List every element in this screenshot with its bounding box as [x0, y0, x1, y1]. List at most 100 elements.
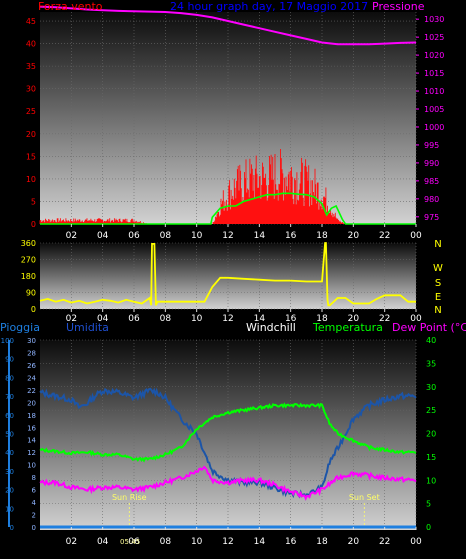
compass-label: N: [434, 305, 441, 316]
x-tick-label: 14: [254, 231, 266, 241]
humidity-tick-label: 20: [27, 399, 36, 407]
chart-title: 24 hour graph day, 17 Maggio 2017: [170, 0, 368, 13]
temperature-tick-label: 0: [426, 523, 431, 532]
temperature-tick-label: 15: [426, 453, 436, 462]
wind-tick-label: 30: [26, 85, 36, 94]
wind-tick-label: 35: [26, 62, 36, 71]
wind-direction-series: [39, 242, 416, 307]
x-tick-label: 20: [348, 314, 360, 324]
sun-marker-label: Sun Rise: [112, 493, 147, 502]
x-tick-label: 22: [379, 537, 390, 547]
humidity-tick-label: 24: [27, 374, 36, 382]
x-tick-label: 10: [191, 537, 203, 547]
x-tick-label: 08: [160, 231, 172, 241]
pressure-tick-label: 980: [424, 195, 439, 204]
pressure-axis-label: Pressione: [372, 0, 425, 13]
rain-tick-label: 40: [5, 449, 14, 457]
wind-tick-label: 40: [26, 40, 36, 49]
pressure-tick-label: 985: [424, 177, 439, 186]
rain-axis-label: Pioggia: [0, 321, 40, 334]
compass-label: W: [433, 263, 443, 274]
x-tick-label: 02: [66, 231, 77, 241]
x-tick-label: 08: [160, 537, 172, 547]
temperature-axis-ticks: 0 5 10 15 20 25 30 35 40: [426, 336, 436, 532]
x-tick-label: 20: [348, 231, 360, 241]
wind-tick-label: 5: [31, 197, 36, 206]
wind-tick-label: 20: [26, 130, 36, 139]
direction-tick-label: 270: [21, 256, 36, 265]
wind-direction-line: [39, 242, 416, 307]
wind-axis-label: Forza vento: [38, 0, 103, 13]
humidity-tick-label: 4: [32, 499, 37, 507]
x-tick-label: 10: [191, 231, 203, 241]
humidity-tick-label: 10: [27, 462, 36, 470]
direction-axis-ticks: 0 90 180 270 360: [21, 239, 36, 314]
humidity-tick-label: 6: [32, 487, 37, 495]
temperature-tick-label: 10: [426, 476, 436, 485]
x-tick-label: 16: [285, 314, 297, 324]
x-tick-label: 00: [410, 537, 422, 547]
direction-tick-label: 180: [21, 272, 36, 281]
rain-tick-label: 20: [5, 487, 14, 495]
sun-annotations: Sun Rise Sun Set: [112, 493, 380, 527]
rain-tick-label: 70: [5, 393, 14, 401]
pressure-tick-label: 995: [424, 141, 439, 150]
x-tick-label: 04: [97, 231, 109, 241]
pressure-tick-label: 990: [424, 159, 439, 168]
x-tick-label: 06: [128, 314, 140, 324]
x-tick-label: 18: [316, 537, 328, 547]
x-tick-label: 22: [379, 231, 390, 241]
humidity-tick-label: 2: [32, 512, 36, 520]
x-tick-label: 02: [66, 314, 77, 324]
x-tick-label: 02: [66, 537, 77, 547]
x-tick-label: 00: [410, 314, 422, 324]
pressure-series: [39, 5, 417, 46]
rain-tick-label: 50: [5, 431, 14, 439]
x-tick-label: 06: [128, 537, 140, 547]
sunrise-time-label: 05:45: [120, 538, 140, 546]
x-tick-label: 14: [254, 537, 266, 547]
dewpoint-line: [39, 465, 417, 501]
temperature-axis-label: Temperatura: [312, 321, 383, 334]
wind-tick-label: 45: [26, 17, 36, 26]
temperature-tick-label: 20: [426, 430, 436, 439]
wind-pressure-grid: [40, 12, 417, 225]
x-tick-label: 20: [348, 537, 360, 547]
temp-humidity-x-ticks: 02 04 06 08 10 12 14 16 18 20 22 00: [66, 527, 422, 547]
direction-tick-label: 0: [31, 305, 36, 314]
x-tick-label: 00: [410, 231, 422, 241]
temperature-line: [39, 402, 417, 463]
x-tick-label: 12: [222, 231, 233, 241]
compass-label: N: [434, 239, 441, 250]
wind-tick-label: 15: [26, 152, 36, 161]
humidity-tick-label: 30: [27, 337, 36, 345]
x-tick-label: 08: [160, 314, 172, 324]
wind-tick-label: 25: [26, 107, 36, 116]
wind-tick-label: 10: [26, 175, 36, 184]
pressure-tick-label: 1030: [424, 15, 444, 24]
rain-tick-label: 10: [5, 505, 14, 513]
x-tick-label: 16: [285, 537, 297, 547]
x-tick-label: 04: [97, 537, 109, 547]
wind-tick-label: 0: [31, 220, 36, 229]
x-tick-label: 10: [191, 314, 203, 324]
x-tick-label: 04: [97, 314, 109, 324]
dewpoint-label: Dew Point (°C): [392, 321, 466, 334]
x-tick-label: 14: [254, 314, 266, 324]
humidity-tick-label: 18: [27, 412, 36, 420]
pressure-tick-label: 975: [424, 213, 439, 222]
pressure-axis-ticks: 975 980 985 990 995 1000 1005 1010 1015 1020 1025 1…: [416, 15, 444, 222]
pressure-tick-label: 1010: [424, 87, 444, 96]
wind-average-line: [40, 192, 416, 225]
x-tick-label: 12: [222, 537, 233, 547]
humidity-tick-label: 14: [27, 437, 36, 445]
pressure-tick-label: 1005: [424, 105, 444, 114]
temperature-tick-label: 30: [426, 383, 436, 392]
x-tick-label: 16: [285, 231, 297, 241]
temp-humidity-grid: [40, 339, 417, 528]
